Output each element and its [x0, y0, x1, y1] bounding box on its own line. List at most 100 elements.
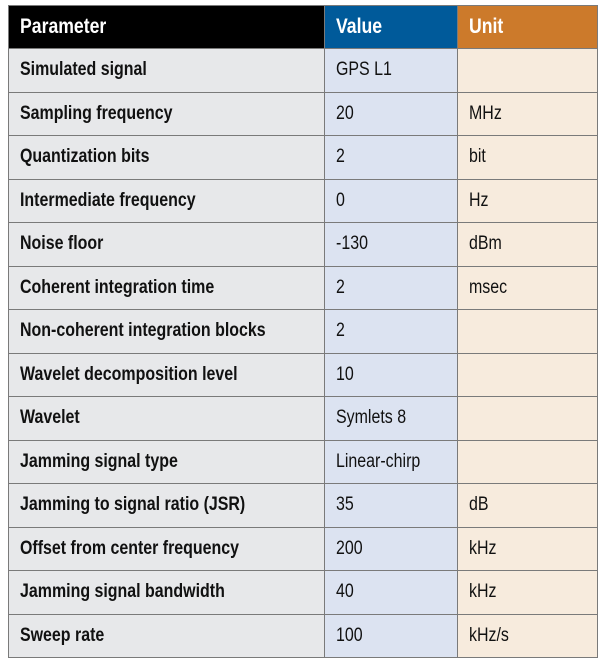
value-cell: 35 [324, 483, 458, 528]
parameter-text: Coherent integration time [20, 276, 215, 298]
header-value-label: Value [336, 15, 383, 38]
table-row: Non-coherent integration blocks 2 [8, 309, 598, 354]
parameter-text: Simulated signal [20, 59, 147, 81]
unit-cell: dB [457, 483, 598, 528]
parameter-text: Sweep rate [20, 624, 105, 646]
table-row: Simulated signal GPS L1 [8, 48, 598, 93]
unit-text: kHz/s [469, 624, 509, 646]
value-cell: 100 [324, 613, 458, 658]
value-cell: 0 [324, 178, 458, 223]
unit-text: kHz [469, 581, 497, 603]
value-text: Linear-chirp [336, 450, 421, 472]
unit-text: dB [469, 494, 489, 516]
unit-cell [457, 309, 598, 354]
value-cell: GPS L1 [324, 48, 458, 93]
parameter-text: Wavelet [20, 407, 80, 429]
header-unit: Unit [457, 5, 598, 49]
table-row: Coherent integration time 2 msec [8, 265, 598, 310]
value-text: Symlets 8 [336, 407, 407, 429]
value-cell: 10 [324, 352, 458, 397]
unit-text: kHz [469, 537, 497, 559]
parameter-text: Jamming to signal ratio (JSR) [20, 494, 246, 516]
parameter-cell: Simulated signal [8, 48, 325, 93]
table-row: Quantization bits 2 bit [8, 135, 598, 180]
parameter-cell: Quantization bits [8, 135, 325, 180]
table-row: Sampling frequency 20 MHz [8, 91, 598, 136]
parameter-cell: Sweep rate [8, 613, 325, 658]
value-text: 100 [336, 624, 363, 646]
parameter-text: Jamming signal bandwidth [20, 581, 225, 603]
value-text: 0 [336, 189, 345, 211]
parameter-cell: Offset from center frequency [8, 526, 325, 571]
unit-cell: kHz [457, 526, 598, 571]
value-cell: 2 [324, 309, 458, 354]
table-row: Wavelet Symlets 8 [8, 396, 598, 441]
value-text: 10 [336, 363, 354, 385]
value-text: 20 [336, 102, 354, 124]
parameter-text: Sampling frequency [20, 102, 173, 124]
value-text: 2 [336, 146, 345, 168]
parameter-text: Jamming signal type [20, 450, 178, 472]
header-unit-label: Unit [469, 15, 504, 38]
parameter-text: Intermediate frequency [20, 189, 196, 211]
parameter-cell: Wavelet [8, 396, 325, 441]
value-cell: 2 [324, 265, 458, 310]
unit-cell [457, 396, 598, 441]
value-text: -130 [336, 233, 368, 255]
table-row: Offset from center frequency 200 kHz [8, 526, 598, 571]
unit-cell [457, 439, 598, 484]
unit-cell: kHz [457, 570, 598, 615]
value-text: 35 [336, 494, 354, 516]
value-text: 200 [336, 537, 363, 559]
table-row: Wavelet decomposition level 10 [8, 352, 598, 397]
parameter-cell: Coherent integration time [8, 265, 325, 310]
table-row: Sweep rate 100 kHz/s [8, 613, 598, 658]
unit-cell [457, 48, 598, 93]
parameter-text: Noise floor [20, 233, 104, 255]
value-text: GPS L1 [336, 59, 392, 81]
table-row: Jamming signal type Linear-chirp [8, 439, 598, 484]
unit-cell: dBm [457, 222, 598, 267]
parameter-text: Wavelet decomposition level [20, 363, 238, 385]
value-cell: 20 [324, 91, 458, 136]
unit-cell [457, 352, 598, 397]
table-row: Noise floor -130 dBm [8, 222, 598, 267]
table-row: Intermediate frequency 0 Hz [8, 178, 598, 223]
table-row: Jamming to signal ratio (JSR) 35 dB [8, 483, 598, 528]
header-row: Parameter Value Unit [8, 5, 598, 49]
value-cell: Symlets 8 [324, 396, 458, 441]
unit-cell: MHz [457, 91, 598, 136]
parameter-text: Quantization bits [20, 146, 150, 168]
value-cell: Linear-chirp [324, 439, 458, 484]
parameter-cell: Sampling frequency [8, 91, 325, 136]
unit-cell: msec [457, 265, 598, 310]
value-cell: 40 [324, 570, 458, 615]
parameter-cell: Noise floor [8, 222, 325, 267]
parameter-cell: Jamming to signal ratio (JSR) [8, 483, 325, 528]
value-text: 2 [336, 320, 345, 342]
parameter-cell: Jamming signal bandwidth [8, 570, 325, 615]
table-row: Jamming signal bandwidth 40 kHz [8, 570, 598, 615]
unit-cell: kHz/s [457, 613, 598, 658]
parameter-text: Offset from center frequency [20, 537, 240, 559]
parameter-cell: Wavelet decomposition level [8, 352, 325, 397]
unit-text: dBm [469, 233, 502, 255]
parameter-cell: Jamming signal type [8, 439, 325, 484]
header-value: Value [324, 5, 458, 49]
value-text: 40 [336, 581, 354, 603]
value-cell: -130 [324, 222, 458, 267]
unit-text: bit [469, 146, 486, 168]
value-cell: 2 [324, 135, 458, 180]
unit-cell: bit [457, 135, 598, 180]
header-parameter: Parameter [8, 5, 325, 49]
value-text: 2 [336, 276, 345, 298]
unit-cell: Hz [457, 178, 598, 223]
value-cell: 200 [324, 526, 458, 571]
header-parameter-label: Parameter [20, 15, 107, 38]
parameters-table: Parameter Value Unit Simulated signal GPS… [8, 5, 598, 658]
parameter-cell: Intermediate frequency [8, 178, 325, 223]
parameter-text: Non-coherent integration blocks [20, 320, 266, 342]
parameter-cell: Non-coherent integration blocks [8, 309, 325, 354]
unit-text: MHz [469, 102, 502, 124]
unit-text: Hz [469, 189, 489, 211]
